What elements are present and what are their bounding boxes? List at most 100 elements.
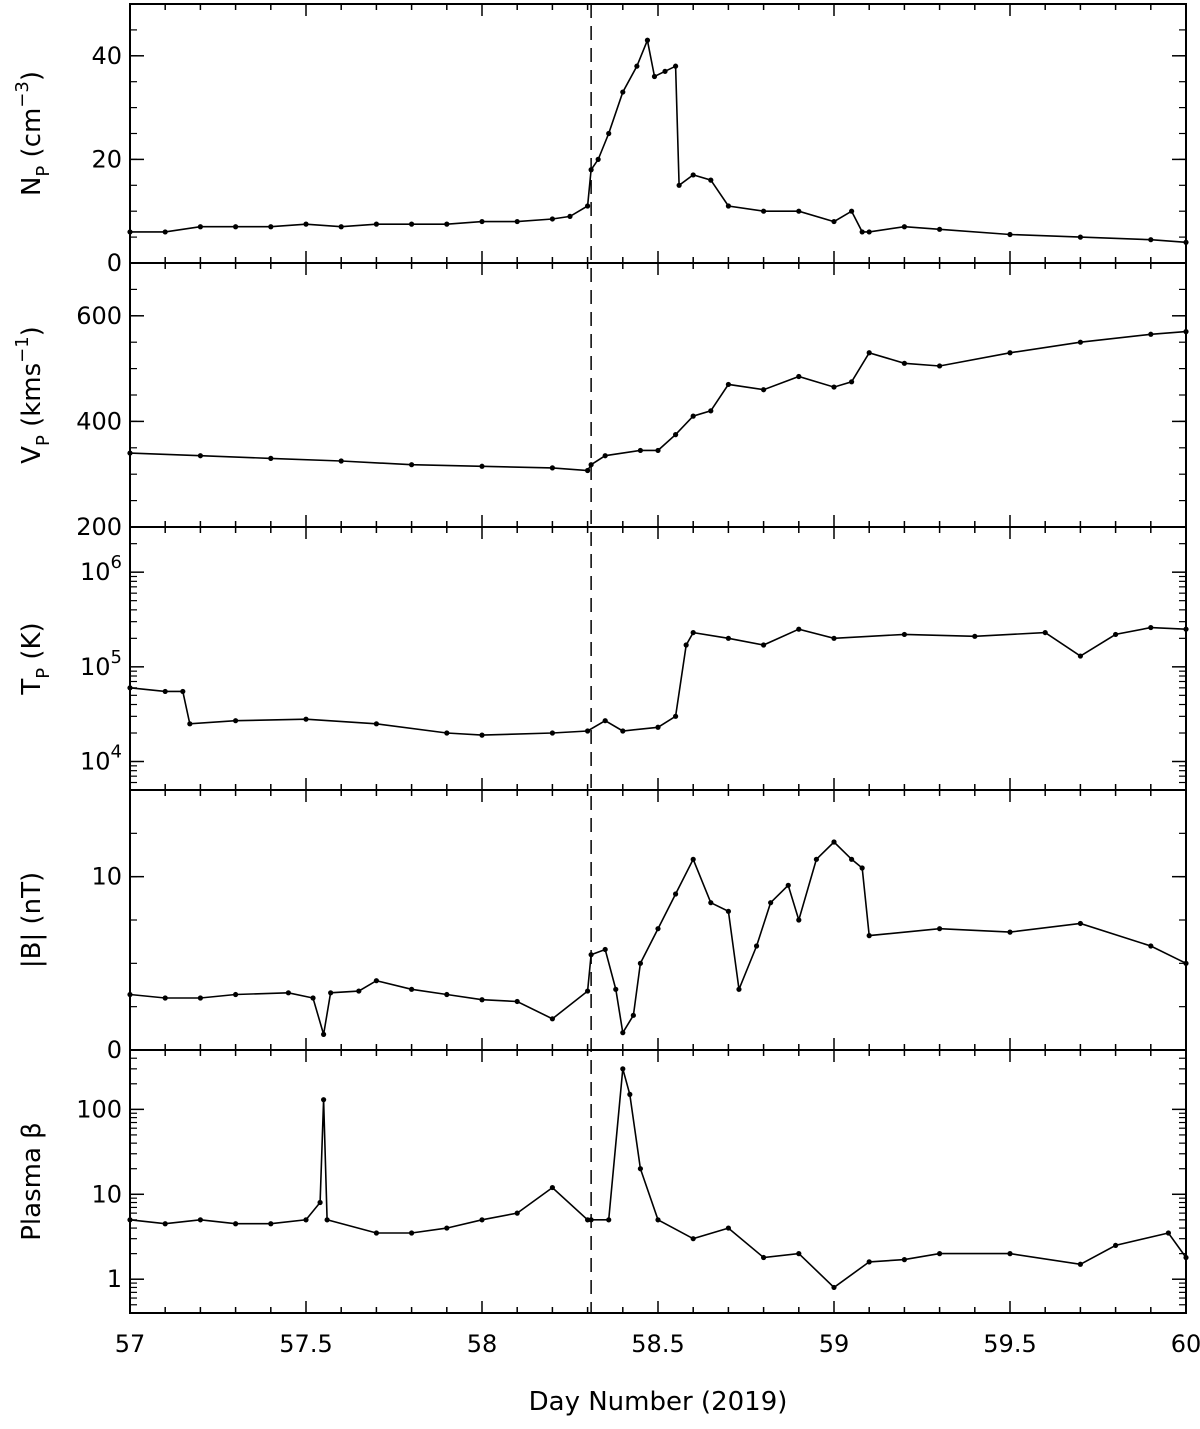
- data-point-vp: [127, 450, 133, 456]
- data-point-np: [303, 221, 309, 227]
- data-point-beta: [197, 1217, 203, 1223]
- data-point-np: [162, 229, 168, 235]
- data-point-vp: [937, 363, 943, 369]
- y-tick-label: 1: [107, 1265, 122, 1293]
- data-point-beta: [303, 1217, 309, 1223]
- data-point-vp: [1007, 350, 1013, 356]
- data-point-b: [866, 933, 872, 939]
- data-point-np: [549, 216, 556, 222]
- data-point-beta: [901, 1257, 908, 1263]
- series-line-b: [129, 840, 1187, 1035]
- data-point-beta: [655, 1217, 661, 1223]
- data-point-tp: [303, 716, 309, 722]
- data-point-np: [585, 203, 591, 209]
- data-point-np: [634, 63, 640, 69]
- data-point-beta: [761, 1254, 767, 1261]
- y-axis-title-tp: TP (K): [17, 622, 54, 695]
- data-point-tp: [620, 728, 626, 734]
- x-tick-label: 59.5: [983, 1330, 1036, 1358]
- series-line-tp: [129, 626, 1187, 736]
- data-point-vp: [673, 432, 679, 438]
- data-point-tp: [673, 713, 679, 719]
- series-line-np: [130, 37, 1187, 244]
- data-point-beta: [409, 1230, 415, 1236]
- x-axis: 57 57.5 58 58.5 59 59.5 60: [115, 1330, 1200, 1358]
- data-point-beta: [796, 1251, 802, 1257]
- panel-beta: 1 10 100 Plasma β: [17, 1049, 1189, 1314]
- y-tick-label: 0: [107, 249, 122, 277]
- x-tick-label: 58.5: [631, 1330, 684, 1358]
- data-point-np: [444, 221, 450, 227]
- panel-vp: 200 400 600 VP (kms−1): [12, 262, 1189, 541]
- data-point-beta: [317, 1199, 323, 1206]
- data-point-b: [753, 943, 760, 949]
- data-point-beta: [514, 1210, 520, 1216]
- data-point-b: [310, 995, 316, 1001]
- data-point-vp: [479, 463, 485, 469]
- data-point-beta: [233, 1221, 239, 1227]
- data-point-b: [736, 986, 742, 992]
- data-point-vp: [1148, 331, 1154, 337]
- data-point-vp: [602, 453, 608, 459]
- data-point-vp: [761, 387, 767, 393]
- data-point-np: [409, 221, 415, 227]
- data-point-np: [606, 130, 612, 137]
- data-point-b: [585, 988, 591, 994]
- data-point-beta: [620, 1066, 626, 1072]
- data-point-beta: [1007, 1251, 1013, 1257]
- data-point-b: [637, 960, 644, 966]
- y-axis-title-vp: VP (kms−1): [12, 326, 54, 464]
- data-point-b: [127, 991, 133, 998]
- data-point-beta: [127, 1217, 133, 1223]
- panel-frame-beta: [129, 1049, 1187, 1314]
- data-point-vp: [637, 447, 644, 454]
- data-point-b: [514, 998, 520, 1005]
- data-point-np: [831, 218, 837, 225]
- data-point-tp: [233, 718, 239, 724]
- data-point-np: [651, 73, 658, 80]
- data-point-np: [690, 172, 696, 178]
- data-point-b: [1077, 920, 1083, 927]
- data-point-np: [514, 218, 520, 225]
- data-point-vp: [831, 384, 837, 390]
- data-point-b: [655, 926, 661, 932]
- data-point-b: [630, 1012, 636, 1018]
- data-point-tp: [1183, 626, 1189, 632]
- y-tick-label: 0: [107, 1036, 122, 1064]
- data-point-beta: [373, 1230, 379, 1236]
- data-point-np: [127, 229, 133, 235]
- x-tick-label: 57.5: [279, 1330, 332, 1358]
- data-point-tp: [831, 635, 837, 641]
- y-tick-label: 10: [91, 1180, 122, 1208]
- data-point-b: [673, 891, 679, 897]
- data-point-b: [285, 990, 291, 996]
- y-tick-label: 200: [76, 513, 122, 541]
- x-tick-label: 59: [819, 1330, 850, 1358]
- data-point-b: [549, 1016, 556, 1022]
- data-point-b: [613, 986, 619, 992]
- panel-frame-tp: [129, 526, 1187, 791]
- data-point-beta: [479, 1217, 485, 1223]
- data-point-beta: [725, 1225, 732, 1231]
- data-point-b: [849, 856, 855, 862]
- data-point-tp: [655, 724, 661, 730]
- data-point-np: [673, 63, 679, 69]
- data-point-vp: [338, 458, 344, 464]
- y-tick-label: 105: [80, 647, 122, 681]
- data-point-tp: [162, 688, 168, 695]
- data-point-np: [708, 177, 714, 183]
- data-point-b: [444, 991, 450, 998]
- data-point-tp: [1113, 631, 1119, 638]
- data-point-tp: [725, 635, 732, 641]
- data-point-beta: [549, 1184, 556, 1191]
- data-point-b: [1007, 929, 1013, 935]
- data-point-b: [690, 856, 696, 862]
- data-point-np: [233, 224, 239, 230]
- data-point-vp: [588, 462, 594, 468]
- data-point-tp: [1077, 653, 1083, 659]
- data-point-vp: [866, 350, 872, 356]
- data-point-vp: [901, 360, 908, 366]
- data-point-np: [338, 224, 344, 230]
- data-point-tp: [444, 730, 450, 736]
- data-point-tp: [549, 730, 556, 736]
